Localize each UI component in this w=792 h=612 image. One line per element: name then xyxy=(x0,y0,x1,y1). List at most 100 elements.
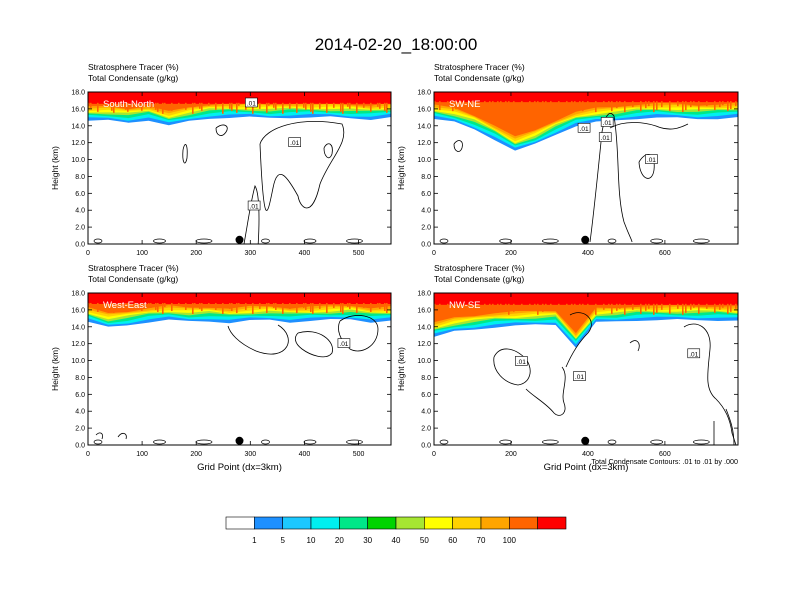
tracer-streak xyxy=(685,101,687,111)
surface-contour xyxy=(346,439,363,445)
tracer-streak xyxy=(632,303,634,310)
surface-contour xyxy=(650,439,664,445)
tracer-streak xyxy=(624,303,626,315)
surface-contour xyxy=(93,238,103,244)
tracer-streak xyxy=(178,302,180,306)
tracer-streak xyxy=(489,303,491,309)
tracer-streak xyxy=(579,303,581,307)
surface-contour xyxy=(261,238,270,244)
x-tick-label: 0 xyxy=(86,451,90,458)
x-tick-label: 300 xyxy=(244,250,256,257)
tracer-streak xyxy=(719,101,721,108)
tracer-streak xyxy=(296,102,298,113)
tracer-streak xyxy=(245,302,247,310)
tracer-streak xyxy=(386,302,388,313)
tracer-streak xyxy=(455,303,457,312)
tracer-streak xyxy=(333,102,335,108)
tracer-streak xyxy=(268,302,270,306)
tracer-streak xyxy=(155,302,157,310)
tracer-streak xyxy=(379,102,381,109)
surface-contour xyxy=(541,238,559,244)
tracer-streak xyxy=(640,101,642,112)
tracer-streak xyxy=(259,302,261,309)
tracer-red-cap xyxy=(434,92,738,103)
tracer-streak xyxy=(566,101,568,113)
tracer-streak xyxy=(492,303,494,307)
colorbar-swatch xyxy=(254,516,283,530)
x-tick-label: 400 xyxy=(299,451,311,458)
tracer-streak xyxy=(305,102,307,110)
tracer-streak xyxy=(150,302,152,308)
colorbar-label: 70 xyxy=(477,536,486,545)
y-tick-label: 10.0 xyxy=(71,157,85,164)
tracer-streak xyxy=(150,102,152,108)
tracer-streak xyxy=(208,102,210,106)
contour-label-box xyxy=(687,348,701,359)
tracer-streak xyxy=(118,102,120,106)
tracer-streak xyxy=(238,302,240,306)
tracer-streak xyxy=(497,303,499,313)
colorbar-swatch xyxy=(339,516,368,530)
tracer-streak xyxy=(653,101,655,113)
tracer-streak xyxy=(616,303,618,311)
tracer-streak xyxy=(141,102,143,111)
tracer-streak xyxy=(722,303,724,308)
tracer-streak xyxy=(370,102,372,112)
tracer-streak xyxy=(282,302,284,314)
y-tick-label: 0.0 xyxy=(421,242,431,249)
tracer-streak xyxy=(164,302,166,307)
tracer-streak xyxy=(208,302,210,306)
tracer-streak xyxy=(447,101,449,106)
plot-content: .01 .01 .01 xyxy=(434,293,738,445)
y-tick-label: 0.0 xyxy=(75,443,85,450)
colorbar-swatch xyxy=(537,516,567,530)
condensate-contour xyxy=(182,144,188,164)
x-tick-label: 0 xyxy=(86,250,90,257)
tracer-streak xyxy=(347,302,349,307)
tracer-streak xyxy=(727,303,729,314)
tracer-streak xyxy=(690,101,692,108)
condensate-contour xyxy=(683,323,737,445)
tracer-streak xyxy=(534,303,536,308)
tracer-streak xyxy=(349,302,351,309)
location-marker xyxy=(581,235,590,244)
tracer-streak xyxy=(113,102,115,113)
tracer-streak xyxy=(513,303,515,312)
tracer-streak xyxy=(452,303,454,314)
tracer-streak xyxy=(714,101,716,111)
tracer-streak xyxy=(537,303,539,315)
tracer-streak xyxy=(194,302,196,307)
tracer-streak xyxy=(648,101,650,107)
condensate-contour xyxy=(565,312,592,368)
location-marker xyxy=(581,436,590,445)
tracer-streak xyxy=(312,302,314,314)
plot-content: .01 .01 .01 xyxy=(88,92,391,244)
colorbar-swatch xyxy=(509,516,538,530)
y-tick-label: 2.0 xyxy=(421,225,431,232)
tracer-streak xyxy=(111,102,113,111)
y-tick-label: 12.0 xyxy=(71,140,85,147)
panel-nw-se: Stratosphere Tracer (%)Total Condensate … xyxy=(396,263,739,473)
tracer-streak xyxy=(529,303,531,311)
panel-sw-ne: Stratosphere Tracer (%)Total Condensate … xyxy=(396,62,739,257)
tracer-streak xyxy=(640,303,642,314)
tracer-streak xyxy=(619,101,621,107)
tracer-streak xyxy=(303,102,305,108)
surface-contour xyxy=(499,238,513,244)
tracer-streak xyxy=(238,102,240,106)
tracer-streak xyxy=(508,101,510,113)
tracer-streak xyxy=(231,302,233,311)
tracer-streak xyxy=(698,303,700,314)
tracer-streak xyxy=(693,303,695,308)
tracer-streak xyxy=(222,302,224,314)
x-tick-label: 500 xyxy=(353,451,365,458)
tracer-streak xyxy=(363,302,365,308)
y-tick-label: 4.0 xyxy=(75,409,85,416)
tracer-streak xyxy=(460,101,462,107)
tracer-streak xyxy=(97,102,99,112)
contour-label-box xyxy=(577,123,591,133)
tracer-streak xyxy=(148,302,150,306)
tracer-streak xyxy=(326,302,328,313)
condensate-contours xyxy=(453,113,689,243)
contour-label-box xyxy=(515,356,528,366)
